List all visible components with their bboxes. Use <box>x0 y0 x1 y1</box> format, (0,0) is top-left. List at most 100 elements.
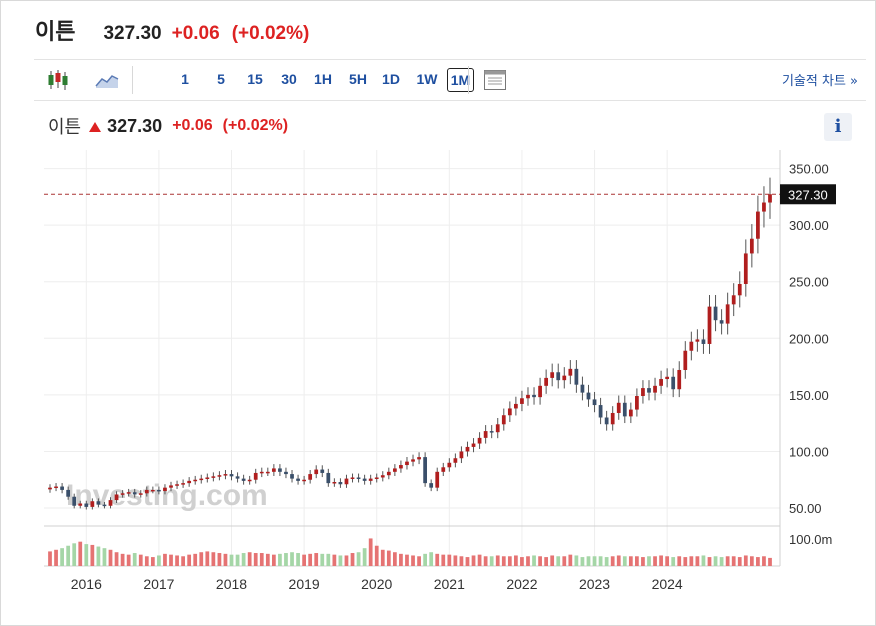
volume-bar <box>229 554 234 566</box>
area-chart-icon[interactable] <box>94 67 120 93</box>
volume-bar <box>489 556 494 566</box>
candle-body <box>707 306 712 344</box>
candles <box>48 177 772 510</box>
candle-body <box>423 457 428 484</box>
interval-5[interactable]: 5 <box>217 71 225 87</box>
volume-bar <box>671 557 676 566</box>
volume-bar <box>96 546 101 566</box>
volume-bar <box>90 544 95 566</box>
volume-bar <box>350 553 355 566</box>
x-axis: 2016 2017 2018 2019 2020 2021 2022 2023 2024 <box>71 576 683 592</box>
volume-bar <box>144 556 149 566</box>
volume-bar <box>114 552 119 566</box>
price-change: +0.06 <box>171 23 220 44</box>
candle-body <box>683 350 688 370</box>
layout-icon[interactable] <box>482 67 508 93</box>
candle-body <box>447 462 452 468</box>
volume-bar <box>756 557 760 566</box>
candle-body <box>60 486 64 490</box>
candle-body <box>465 446 470 452</box>
interval-1[interactable]: 1 <box>181 71 189 87</box>
candle-body <box>290 474 294 479</box>
candle-body <box>132 492 137 495</box>
volume-bar <box>483 556 488 566</box>
volume-bar <box>193 553 198 566</box>
volume-bar <box>48 551 52 566</box>
volume-bar <box>429 552 434 566</box>
info-button[interactable]: i <box>824 113 852 141</box>
interval-15[interactable]: 15 <box>247 71 263 87</box>
candle-body <box>495 424 500 433</box>
legend-change: +0.06 <box>172 117 213 134</box>
candle-body <box>628 409 633 417</box>
watermark-text: Investing.com <box>66 479 268 512</box>
y-tick-label: 150.00 <box>789 388 829 403</box>
candle-body <box>399 465 403 469</box>
candle-body <box>326 472 331 484</box>
candlestick-icon[interactable] <box>45 67 71 93</box>
candle-body <box>217 475 222 477</box>
volume-bar <box>217 553 222 566</box>
candle-body <box>72 496 77 506</box>
candle-body <box>417 457 421 460</box>
interval-1w[interactable]: 1W <box>416 71 438 87</box>
volume-tick-label: 100.0m <box>789 532 832 547</box>
chart-legend: 이튼 327.30 +0.06 (+0.02%) <box>48 113 288 139</box>
candle-body <box>150 489 155 492</box>
volume-bar <box>362 548 367 566</box>
volume-bar <box>495 555 500 566</box>
candle-body <box>96 501 101 505</box>
y-tick-label: 200.00 <box>789 331 829 346</box>
last-price-label-bg <box>780 184 836 205</box>
candle-body <box>507 408 512 416</box>
candle-body <box>138 493 143 495</box>
volume-bars <box>48 538 772 566</box>
candle-body <box>556 372 561 381</box>
candle-body <box>90 501 95 507</box>
volume-bar <box>586 556 591 566</box>
candle-body <box>350 477 355 479</box>
volume-bar <box>665 556 670 566</box>
candle-body <box>653 385 657 393</box>
candle-body <box>169 485 173 488</box>
volume-bar <box>199 552 204 566</box>
candle-body <box>120 493 125 495</box>
candle-body <box>604 417 609 425</box>
candle-body <box>743 253 748 284</box>
candle-body <box>157 489 161 492</box>
volume-bar <box>713 556 718 566</box>
instrument-name: 이튼 <box>35 20 76 45</box>
volume-bar <box>380 549 385 566</box>
volume-bar <box>138 554 143 566</box>
volume-bar <box>187 554 192 566</box>
candle-body <box>768 194 772 203</box>
candle-body <box>84 503 89 507</box>
candle-body <box>108 500 113 506</box>
volume-bar <box>308 553 313 566</box>
volume-bar <box>253 553 258 566</box>
volume-bar <box>120 553 125 566</box>
volume-bar <box>150 557 155 566</box>
volume-bar <box>108 549 113 566</box>
interval-1h[interactable]: 1H <box>314 71 332 87</box>
technical-chart-link[interactable]: 기술적 차트 » <box>781 74 858 89</box>
volume-bar <box>102 548 107 566</box>
volume-bar <box>659 555 663 566</box>
volume-bar <box>169 554 173 566</box>
interval-30[interactable]: 30 <box>281 71 297 87</box>
interval-1d[interactable]: 1D <box>382 71 400 87</box>
volume-bar <box>78 541 83 566</box>
volume-bar <box>235 554 240 566</box>
volume-bar <box>423 553 428 566</box>
volume-bar <box>314 553 319 566</box>
candle-body <box>187 480 192 484</box>
interval-5h[interactable]: 5H <box>349 71 367 87</box>
candle-body <box>453 458 458 463</box>
volume-bar <box>580 557 585 566</box>
candle-body <box>229 474 234 477</box>
interval-1m[interactable]: 1M <box>447 68 474 92</box>
candle-body <box>514 403 518 409</box>
candle-body <box>641 388 645 397</box>
candle-body <box>731 295 736 305</box>
